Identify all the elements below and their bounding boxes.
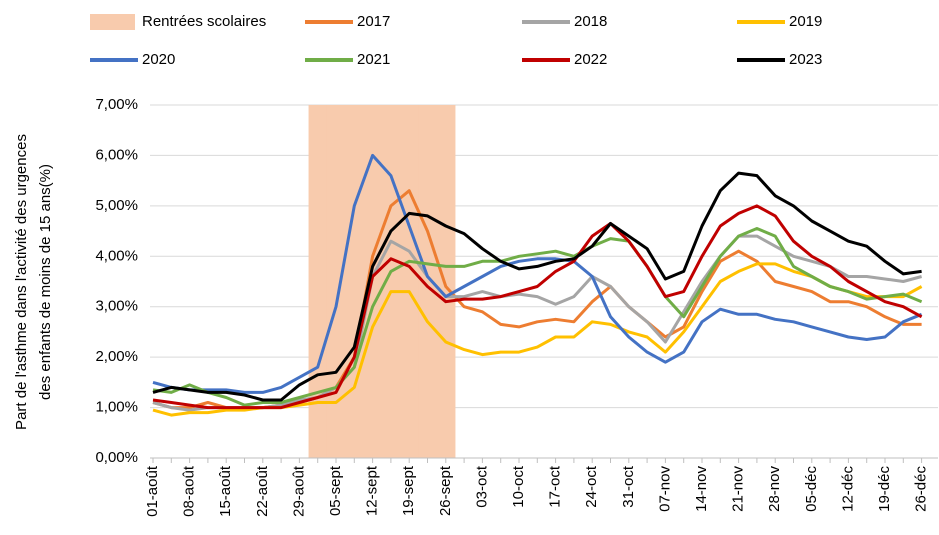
legend-label: 2017 <box>357 13 390 30</box>
x-tick-label: 26-déc <box>913 466 930 512</box>
series-line <box>152 204 923 410</box>
x-tick-label: 28-nov <box>766 466 783 512</box>
x-tick-label: 05-sept <box>327 465 344 516</box>
y-tick-label: 5,00% <box>95 197 138 214</box>
legend-swatch <box>90 14 135 30</box>
shade-bar <box>308 105 328 458</box>
x-tick-label: 15-août <box>217 465 234 517</box>
y-tick-label: 0,00% <box>95 449 138 466</box>
x-tick-label: 08-août <box>181 465 198 517</box>
x-tick-label: 01-août <box>144 465 161 517</box>
y-axis-label: Part de l'asthme dans l'activité des urg… <box>13 134 30 430</box>
x-tick-label: 24-oct <box>583 465 600 508</box>
legend-label: 2021 <box>357 51 390 68</box>
x-tick-label: 19-déc <box>876 466 893 512</box>
x-tick-label: 07-nov <box>656 466 673 512</box>
x-tick-label: 14-nov <box>693 466 710 512</box>
series-line <box>152 171 922 402</box>
y-tick-label: 4,00% <box>95 247 138 264</box>
y-tick-label: 2,00% <box>95 348 138 365</box>
x-tick-label: 17-oct <box>547 465 564 508</box>
y-tick-label: 7,00% <box>95 96 138 113</box>
y-tick-label: 1,00% <box>95 399 138 416</box>
x-tick-label: 12-sept <box>364 465 381 516</box>
x-tick-label: 29-août <box>290 465 307 517</box>
y-axis-label: des enfants de moins de 15 ans(%) <box>37 164 54 400</box>
x-tick-label: 21-nov <box>730 466 747 512</box>
x-tick-label: 03-oct <box>473 465 490 508</box>
series-line <box>152 234 922 412</box>
y-tick-label: 6,00% <box>95 146 138 163</box>
x-tick-label: 31-oct <box>620 465 637 508</box>
x-tick-label: 10-oct <box>510 465 527 508</box>
shade-bar <box>418 105 438 458</box>
x-tick-label: 22-août <box>254 465 271 517</box>
series-line <box>152 189 922 410</box>
x-tick-label: 19-sept <box>400 465 417 516</box>
x-tick-label: 26-sept <box>437 465 454 516</box>
x-tick-label: 05-déc <box>803 466 820 512</box>
series-line <box>152 153 923 394</box>
shade-bar <box>326 105 346 458</box>
y-tick-label: 3,00% <box>95 298 138 315</box>
shade-bar <box>345 105 364 458</box>
legend-label: 2023 <box>789 51 822 68</box>
legend-label: Rentrées scolaires <box>142 13 266 30</box>
legend-label: 2020 <box>142 51 175 68</box>
shade-bar <box>400 105 419 458</box>
legend-label: 2018 <box>574 13 607 30</box>
x-tick-label: 12-déc <box>839 466 856 512</box>
series-line <box>152 227 923 407</box>
shade-bar <box>436 105 456 458</box>
legend-label: 2019 <box>789 13 822 30</box>
legend-label: 2022 <box>574 51 607 68</box>
